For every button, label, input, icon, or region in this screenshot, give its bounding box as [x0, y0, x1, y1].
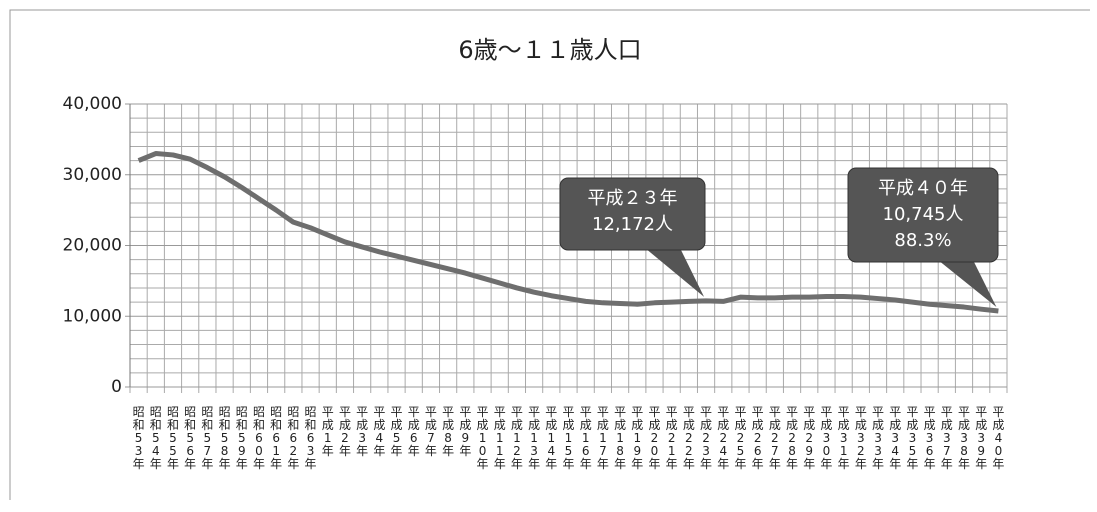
line	[137, 151, 999, 314]
x-tick-label: 昭和 5 8 年	[219, 405, 231, 471]
x-tick-label: 昭和 5 5 年	[167, 405, 179, 471]
callout-pointer	[938, 260, 997, 307]
x-tick-label: 平成 1 0 年	[477, 405, 489, 471]
x-tick-label: 昭和 6 3 年	[305, 405, 317, 471]
x-tick-label: 平成 3 1 年	[838, 405, 850, 471]
callout-pointer	[645, 248, 705, 297]
x-tick-label: 昭和 6 2 年	[287, 405, 299, 471]
x-tick-label: 平成 1 9 年	[631, 405, 643, 471]
x-tick-label: 平成 2 7 年	[769, 405, 781, 471]
x-tick-label: 平成 2 2 年	[683, 405, 695, 471]
x-tick-label: 平成 4 年	[373, 405, 385, 458]
x-tick-label: 平成 3 2 年	[855, 405, 867, 471]
x-tick-label: 平成 3 7 年	[941, 405, 953, 471]
callout-text: 10,745人	[883, 204, 964, 225]
x-tick-label: 昭和 6 1 年	[270, 405, 282, 471]
x-tick-label: 平成 2 6 年	[752, 405, 764, 471]
x-tick-label: 平成 2 8 年	[786, 405, 798, 471]
x-tick-label: 昭和 6 0 年	[253, 405, 265, 471]
callout-box	[847, 167, 999, 263]
callout-text: 平成４０年	[878, 178, 968, 199]
x-tick-label: 昭和 5 9 年	[236, 405, 248, 471]
x-tick-label: 平成 1 年	[322, 405, 334, 458]
y-tick-label: 20,000	[63, 236, 122, 256]
x-tick-label: 平成 1 6 年	[580, 405, 592, 471]
x-tick-label: 昭和 5 4 年	[150, 405, 162, 471]
callout-text: 88.3%	[894, 230, 951, 251]
x-tick-label: 平成 1 7 年	[597, 405, 609, 471]
x-tick-label: 平成 1 2 年	[511, 405, 523, 471]
x-tick-label: 平成 1 4 年	[545, 405, 557, 471]
y-tick-label: 0	[111, 377, 122, 397]
callout-text: 平成２３年	[588, 188, 678, 209]
x-tick-label: 平成 1 8 年	[614, 405, 626, 471]
y-tick-label: 10,000	[63, 306, 122, 326]
y-tick-label: 40,000	[63, 94, 122, 114]
x-tick-label: 平成 2 0 年	[648, 405, 660, 471]
x-tick-label: 昭和 5 6 年	[184, 405, 196, 471]
x-tick-label: 平成 1 5 年	[562, 405, 574, 471]
x-tick-label: 平成 3 5 年	[906, 405, 918, 471]
x-tick-label: 平成 3 0 年	[820, 405, 832, 471]
x-tick-label: 平成 2 3 年	[700, 405, 712, 471]
x-tick-label: 平成 1 3 年	[528, 405, 540, 471]
callout-text: 12,172人	[592, 214, 673, 235]
x-tick-label: 昭和 5 3 年	[133, 405, 145, 471]
x-tick-label: 平成 3 3 年	[872, 405, 884, 471]
x-tick-label: 平成 2 4 年	[717, 405, 729, 471]
x-tick-label: 平成 3 年	[356, 405, 368, 458]
x-tick-label: 平成 2 年	[339, 405, 351, 458]
x-tick-label: 平成 3 6 年	[924, 405, 936, 471]
x-tick-label: 平成 6 年	[408, 405, 420, 458]
x-tick-label: 平成 7 年	[425, 405, 437, 458]
chart-title: 6歳～１１歳人口	[458, 36, 641, 64]
x-tick-label: 平成 2 9 年	[803, 405, 815, 471]
x-tick-label: 昭和 5 7 年	[201, 405, 213, 471]
x-tick-label: 平成 1 1 年	[494, 405, 506, 471]
callout-box	[559, 177, 706, 251]
x-tick-label: 平成 3 8 年	[958, 405, 970, 471]
x-tick-label: 平成 2 1 年	[666, 405, 678, 471]
x-tick-label: 平成 9 年	[459, 405, 471, 458]
x-tick-label: 平成 3 4 年	[889, 405, 901, 471]
x-tick-label: 平成 5 年	[391, 405, 403, 458]
frame	[9, 9, 1090, 500]
y-tick-label: 30,000	[63, 165, 122, 185]
x-tick-label: 平成 8 年	[442, 405, 454, 458]
x-tick-label: 平成 3 9 年	[975, 405, 987, 471]
x-tick-label: 平成 4 0 年	[992, 405, 1004, 471]
x-tick-label: 平成 2 5 年	[734, 405, 746, 471]
